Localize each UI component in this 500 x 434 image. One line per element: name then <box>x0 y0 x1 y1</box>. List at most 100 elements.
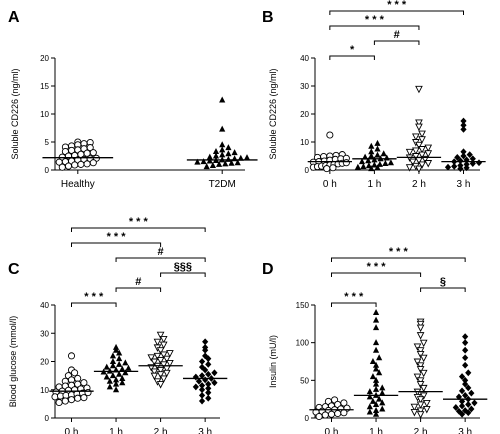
data-point <box>454 154 461 161</box>
data-point <box>465 384 472 392</box>
data-point <box>415 165 423 174</box>
data-point <box>419 339 428 348</box>
data-point <box>89 159 97 167</box>
data-point <box>205 394 212 402</box>
data-point <box>122 359 129 366</box>
data-point <box>166 359 174 368</box>
data-point <box>112 376 120 383</box>
data-point <box>376 395 383 402</box>
data-point <box>372 380 380 387</box>
data-point <box>80 379 88 387</box>
data-point <box>234 159 241 166</box>
data-point <box>116 355 123 362</box>
data-point <box>358 158 366 165</box>
data-point <box>376 354 383 361</box>
data-point <box>77 160 85 168</box>
data-point <box>371 161 378 168</box>
x-tick-label: Healthy <box>61 179 95 190</box>
x-tick-label: 1 h <box>109 427 123 434</box>
data-point <box>362 153 369 160</box>
data-point <box>460 152 467 160</box>
data-point <box>360 163 367 170</box>
data-point <box>465 369 472 377</box>
significance-label: * * * <box>84 291 104 303</box>
data-point <box>368 152 375 159</box>
significance-label: # <box>394 29 400 41</box>
data-point <box>460 121 467 129</box>
data-point <box>460 148 467 156</box>
data-point <box>225 144 232 151</box>
data-point <box>198 382 206 389</box>
y-tick-label: 20 <box>300 110 309 119</box>
data-point <box>159 335 168 344</box>
data-point <box>162 355 171 364</box>
significance-label: * * * <box>367 261 387 273</box>
significance-bracket <box>71 227 206 232</box>
data-point <box>462 333 469 341</box>
data-point <box>206 153 213 160</box>
x-tick-label: 3 h <box>458 427 472 434</box>
data-point <box>153 338 162 347</box>
significance-bracket <box>71 242 162 247</box>
data-point <box>119 374 126 381</box>
data-point <box>219 96 226 103</box>
data-point <box>64 162 73 170</box>
data-point <box>109 362 117 369</box>
data-point <box>410 409 419 417</box>
x-tick-label: 0 h <box>323 179 337 190</box>
x-tick-label: 0 h <box>325 427 339 434</box>
data-point <box>340 399 348 407</box>
significance-bracket <box>160 272 206 277</box>
data-point <box>219 125 226 132</box>
x-tick-label: 3 h <box>457 179 471 190</box>
y-tick-label: 50 <box>300 376 309 385</box>
data-point <box>419 384 428 393</box>
significance-label: § <box>440 276 446 288</box>
data-point <box>366 408 373 415</box>
data-point <box>468 405 475 413</box>
y-tick-label: 30 <box>300 82 309 91</box>
data-point <box>372 406 380 413</box>
data-point <box>416 351 425 359</box>
data-point <box>89 149 97 157</box>
data-point <box>412 133 420 141</box>
data-point <box>209 162 216 169</box>
data-point <box>211 379 218 387</box>
data-point <box>219 146 226 153</box>
data-point <box>460 117 467 125</box>
data-point <box>61 397 69 405</box>
data-point <box>194 158 201 165</box>
data-point <box>55 398 63 407</box>
data-point <box>374 151 381 158</box>
data-point <box>156 331 165 340</box>
data-point <box>195 377 203 385</box>
data-point <box>465 409 472 417</box>
y-tick-label: 100 <box>296 339 310 348</box>
data-point <box>150 372 159 381</box>
data-point <box>372 400 380 407</box>
data-point <box>58 163 66 171</box>
data-point <box>103 373 110 380</box>
significance-bracket <box>115 257 206 262</box>
data-point <box>216 160 223 167</box>
data-point <box>416 362 425 370</box>
data-point <box>366 403 373 410</box>
significance-bracket <box>331 302 377 307</box>
data-point <box>80 394 88 402</box>
data-point <box>147 354 156 362</box>
data-point <box>156 367 165 375</box>
data-point <box>424 160 433 168</box>
data-point <box>405 148 414 157</box>
data-point <box>372 339 380 346</box>
y-axis-title: Soluble CD226 (ng/ml) <box>10 68 20 159</box>
data-point <box>211 369 218 377</box>
data-point <box>457 157 464 165</box>
y-tick-label: 5 <box>45 138 50 147</box>
data-point <box>327 410 336 418</box>
data-point <box>228 159 235 166</box>
data-point <box>372 410 380 417</box>
data-point <box>412 153 420 161</box>
data-point <box>340 409 348 417</box>
y-tick-label: 10 <box>40 386 49 395</box>
